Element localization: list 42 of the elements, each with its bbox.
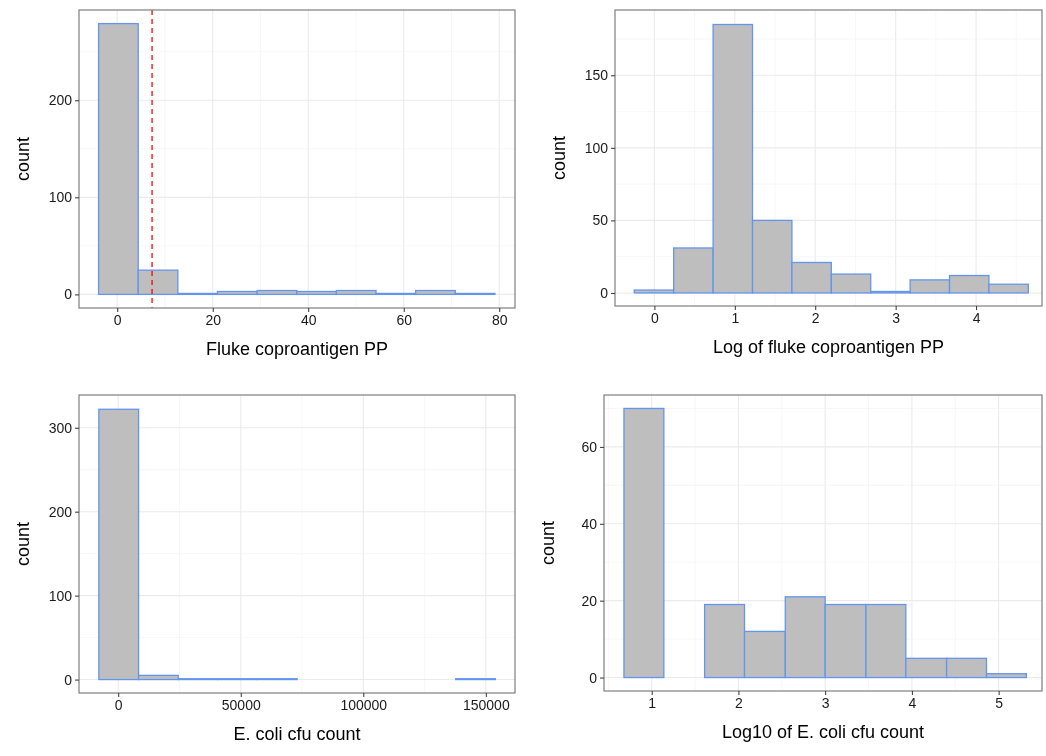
y-tick-label: 0: [589, 669, 598, 686]
x-axis-title: Log of fluke coproantigen PP: [712, 337, 945, 357]
x-tick-label: 150000: [462, 696, 510, 713]
y-axis-title: count: [13, 136, 33, 182]
y-tick-label: 20: [581, 592, 598, 609]
x-tick-label: 5: [995, 694, 1004, 711]
x-tick-label: 3: [821, 694, 830, 711]
x-tick-label: 40: [300, 311, 317, 328]
y-axis-title: count: [549, 135, 569, 181]
y-tick-label: 150: [584, 67, 609, 84]
y-axis-title: count: [13, 521, 33, 567]
x-axis-title: Log10 of E. coli cfu count: [721, 722, 925, 742]
x-tick-label: 4: [972, 309, 981, 326]
y-tick-label: 100: [48, 587, 73, 604]
y-tick-label: 300: [48, 419, 73, 436]
y-tick-label: 100: [48, 189, 73, 206]
y-axis-title: count: [538, 520, 558, 566]
x-tick-label: 4: [908, 694, 917, 711]
x-tick-label: 100000: [340, 696, 388, 713]
x-tick-label: 3: [892, 309, 901, 326]
y-tick-label: 200: [48, 92, 73, 109]
x-axis-title: E. coli cfu count: [233, 724, 361, 744]
y-tick-label: 0: [600, 284, 609, 301]
x-tick-label: 50000: [221, 696, 261, 713]
x-tick-label: 0: [113, 311, 122, 328]
x-tick-label: 0: [651, 309, 659, 326]
y-tick-label: 100: [584, 139, 609, 156]
x-tick-label: 80: [491, 311, 508, 328]
x-tick-label: 2: [735, 694, 744, 711]
y-tick-label: 60: [581, 438, 598, 455]
y-tick-label: 0: [64, 286, 73, 303]
x-tick-label: 1: [731, 309, 740, 326]
x-axis-title: Fluke coproantigen PP: [205, 339, 389, 359]
x-tick-label: 1: [648, 694, 657, 711]
y-tick-label: 40: [581, 515, 598, 532]
x-tick-label: 2: [811, 309, 820, 326]
y-tick-label: 200: [48, 503, 73, 520]
y-tick-label: 50: [592, 212, 609, 229]
x-tick-label: 20: [205, 311, 222, 328]
y-tick-label: 0: [64, 671, 73, 688]
x-tick-label: 0: [114, 696, 123, 713]
x-tick-label: 60: [396, 311, 413, 328]
